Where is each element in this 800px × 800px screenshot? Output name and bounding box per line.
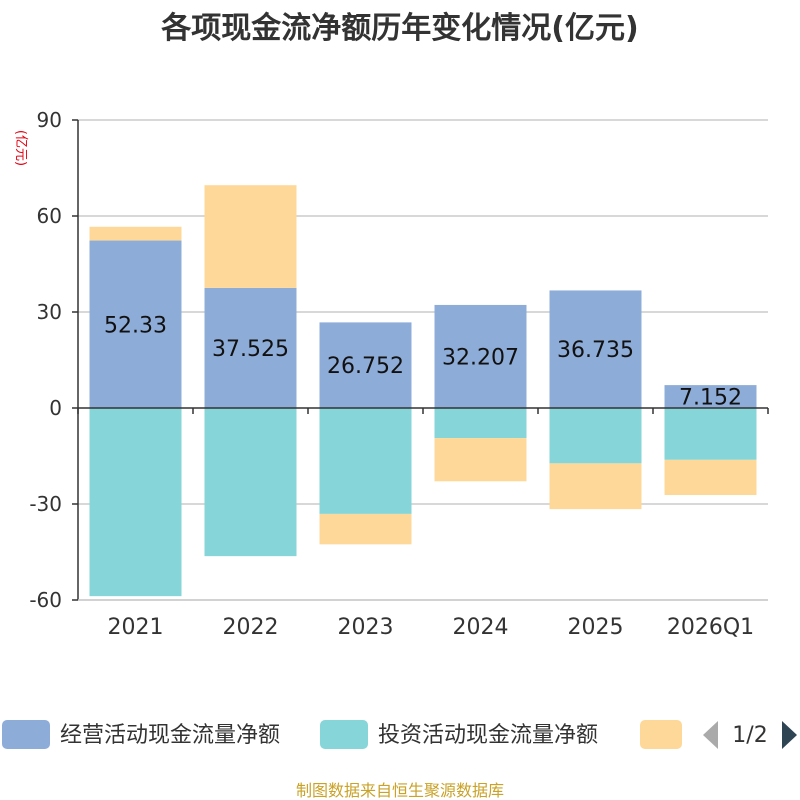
data-label-2024: 32.207 — [442, 345, 519, 370]
chart-title: 各项现金流净额历年变化情况(亿元) — [160, 11, 638, 46]
legend-prev-page-icon[interactable] — [703, 721, 718, 749]
bar-operating-2022[interactable] — [204, 287, 297, 408]
legend-next-page-icon[interactable] — [782, 721, 797, 749]
x-category-label: 2025 — [568, 615, 624, 640]
bar-investing-2024[interactable] — [434, 408, 527, 439]
x-category-label: 2023 — [338, 615, 394, 640]
y-tick-label: 0 — [49, 396, 62, 420]
bar-operating-2025[interactable] — [549, 290, 642, 408]
y-tick-label: -60 — [29, 588, 62, 612]
bar-financing-2026Q1[interactable] — [664, 459, 757, 496]
legend-swatch-financing[interactable] — [640, 720, 682, 749]
x-category-label: 2026Q1 — [667, 615, 754, 640]
legend-label-investing[interactable]: 投资活动现金流量净额 — [378, 723, 598, 748]
x-category-label: 2024 — [453, 615, 509, 640]
x-category-label: 2022 — [223, 615, 279, 640]
legend: 经营活动现金流量净额 投资活动现金流量净额 1/2 — [2, 720, 797, 749]
bar-operating-2026Q1[interactable] — [664, 385, 757, 408]
bar-operating-2021[interactable] — [89, 240, 182, 408]
data-label-2025: 36.735 — [557, 338, 634, 363]
legend-page-indicator: 1/2 — [732, 723, 767, 748]
bar-investing-2025[interactable] — [549, 408, 642, 464]
bar-investing-2022[interactable] — [204, 408, 297, 557]
y-tick-label: 90 — [37, 108, 62, 132]
bar-investing-2023[interactable] — [319, 408, 412, 514]
axes: -60 -30 0 30 60 90 2021 2022 2023 2024 2025 2026Q1 — [29, 108, 769, 640]
bar-investing-2026Q1[interactable] — [664, 408, 757, 460]
bars-layer — [89, 185, 757, 597]
legend-swatch-operating[interactable] — [2, 720, 50, 749]
y-axis-unit: (亿元) — [13, 130, 28, 166]
bar-operating-2023[interactable] — [319, 322, 412, 408]
bar-financing-2023[interactable] — [319, 513, 412, 545]
bar-investing-2021[interactable] — [89, 408, 182, 597]
bar-financing-2022[interactable] — [204, 185, 297, 288]
data-labels-layer: 52.33 37.525 26.752 32.207 36.735 7.152 — [104, 313, 742, 410]
source-footer: 制图数据来自恒生聚源数据库 — [296, 781, 504, 800]
bar-financing-2025[interactable] — [549, 463, 642, 510]
bar-financing-2021[interactable] — [89, 226, 182, 241]
y-tick-label: 60 — [37, 204, 62, 228]
data-label-2023: 26.752 — [327, 354, 404, 379]
legend-label-operating[interactable]: 经营活动现金流量净额 — [60, 723, 280, 748]
legend-swatch-investing[interactable] — [320, 720, 368, 749]
bar-financing-2024[interactable] — [434, 438, 527, 482]
data-label-2026Q1: 7.152 — [679, 386, 742, 411]
bar-operating-2024[interactable] — [434, 304, 527, 408]
y-tick-label: -30 — [29, 492, 62, 516]
y-tick-label: 30 — [37, 300, 62, 324]
data-label-2022: 37.525 — [212, 337, 289, 362]
data-label-2021: 52.33 — [104, 313, 167, 338]
x-category-label: 2021 — [108, 615, 164, 640]
